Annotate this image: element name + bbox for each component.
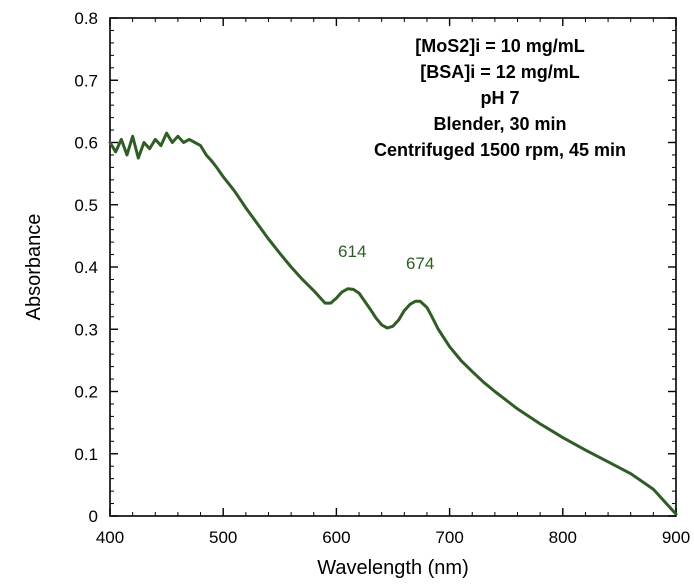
x-tick-label: 700 <box>435 528 463 547</box>
y-axis-label: Absorbance <box>23 214 45 321</box>
y-tick-label: 0.4 <box>74 258 98 277</box>
annotation-line: Centrifuged 1500 rpm, 45 min <box>374 140 626 160</box>
x-tick-label: 500 <box>209 528 237 547</box>
y-tick-label: 0.3 <box>74 320 98 339</box>
annotation-line: [MoS2]i = 10 mg/mL <box>415 36 585 56</box>
x-axis-label: Wavelength (nm) <box>317 557 469 579</box>
y-tick-label: 0 <box>89 507 98 526</box>
y-tick-label: 0.6 <box>74 134 98 153</box>
y-tick-label: 0.7 <box>74 71 98 90</box>
annotation-line: [BSA]i = 12 mg/mL <box>420 62 580 82</box>
y-tick-label: 0.1 <box>74 445 98 464</box>
x-tick-label: 800 <box>549 528 577 547</box>
x-tick-label: 400 <box>96 528 124 547</box>
x-tick-label: 600 <box>322 528 350 547</box>
plot-frame <box>109 17 677 517</box>
peak-label: 614 <box>338 242 366 261</box>
y-tick-label: 0.5 <box>74 196 98 215</box>
annotation-line: Blender, 30 min <box>433 114 566 134</box>
x-tick-label: 900 <box>662 528 690 547</box>
y-tick-label: 0.2 <box>74 383 98 402</box>
y-tick-label: 0.8 <box>74 9 98 28</box>
annotation-line: pH 7 <box>480 88 519 108</box>
peak-label: 674 <box>406 254 434 273</box>
absorbance-series-line <box>108 131 678 516</box>
